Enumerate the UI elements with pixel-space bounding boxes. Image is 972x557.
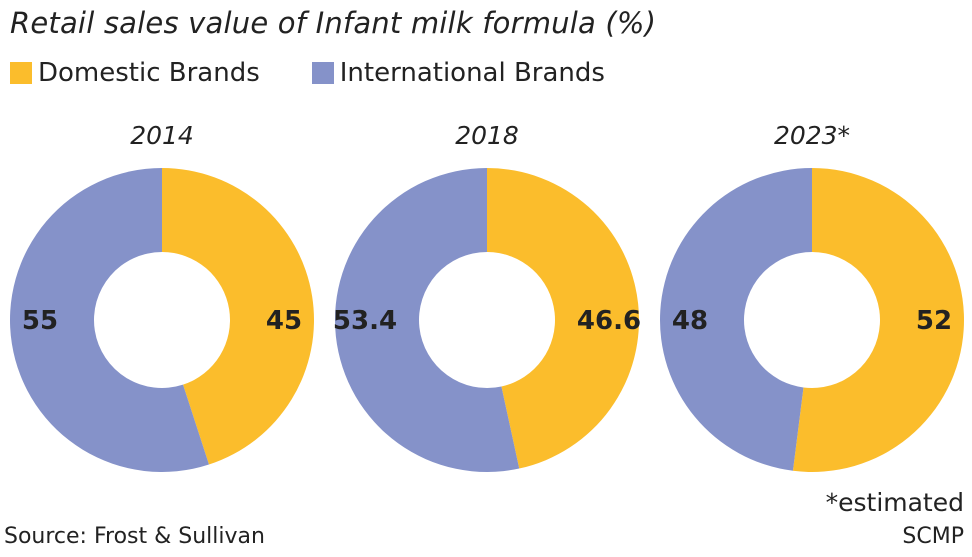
donut-1: 2018 46.6 53.4 bbox=[333, 121, 641, 472]
source-text: Source: Frost & Sullivan bbox=[4, 524, 265, 549]
donut-value-label: 48 bbox=[672, 306, 708, 336]
donut-value-label: 55 bbox=[22, 306, 58, 336]
legend-item-domestic: Domestic Brands bbox=[10, 58, 260, 88]
donut-slice-domestic bbox=[162, 168, 314, 465]
donut-value-label: 53.4 bbox=[333, 306, 397, 336]
legend-swatch-international bbox=[311, 62, 334, 84]
donut-value-label: 52 bbox=[916, 306, 952, 336]
donut-2: 2023* 52 48 bbox=[660, 121, 965, 473]
donut-slice-international bbox=[660, 168, 812, 471]
donut-year-label: 2018 bbox=[455, 121, 519, 150]
credit-text: SCMP bbox=[902, 524, 964, 549]
legend: Domestic Brands International Brands bbox=[10, 58, 657, 88]
donut-value-label: 46.6 bbox=[577, 306, 641, 336]
donut-year-label: 2014 bbox=[130, 121, 194, 150]
legend-item-international: International Brands bbox=[311, 58, 605, 88]
donut-charts: 2014 45 55 2018 46.6 53.4 2023* 52 48 bbox=[9, 121, 965, 473]
donut-0: 2014 45 55 bbox=[9, 121, 314, 472]
legend-label-international: International Brands bbox=[339, 58, 605, 88]
donut-year-label: 2023* bbox=[774, 121, 850, 150]
estimated-note: *estimated bbox=[825, 488, 964, 517]
donut-slice-international bbox=[335, 168, 520, 472]
donut-slice-domestic bbox=[487, 168, 639, 469]
chart-title: Retail sales value of Infant milk formul… bbox=[10, 6, 657, 40]
donut-slice-domestic bbox=[792, 168, 965, 473]
legend-label-domestic: Domestic Brands bbox=[38, 58, 260, 88]
donut-value-label: 45 bbox=[266, 306, 302, 336]
legend-swatch-domestic bbox=[10, 62, 32, 84]
donut-slice-international bbox=[9, 168, 209, 472]
